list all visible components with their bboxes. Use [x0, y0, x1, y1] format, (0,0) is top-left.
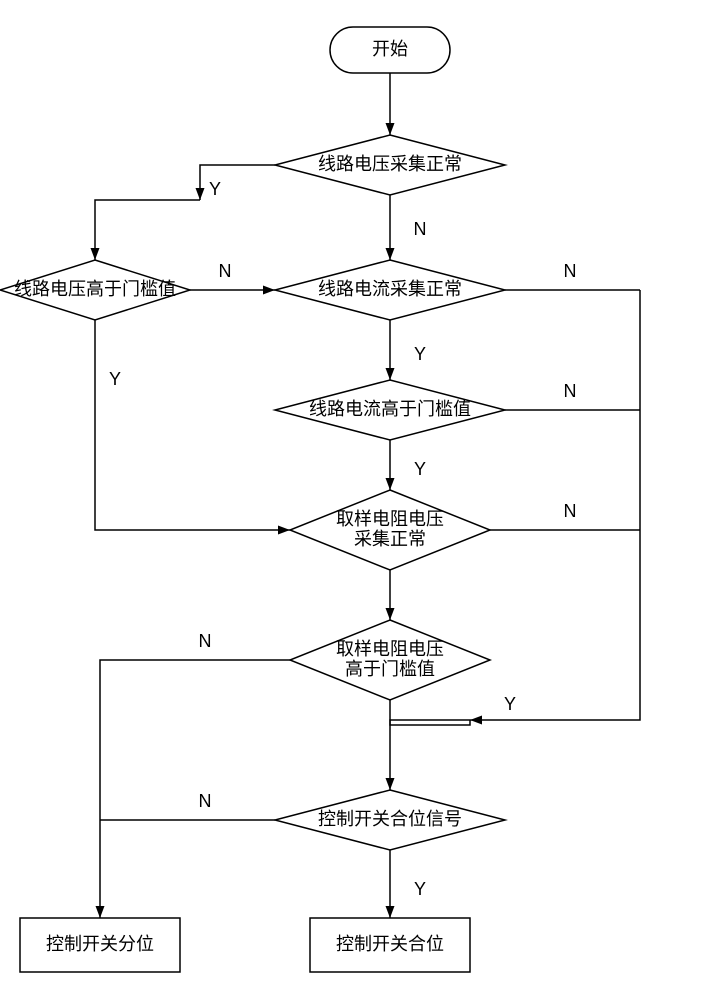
edge-label: Y — [209, 179, 221, 199]
node-label-d2: 线路电流采集正常 — [318, 279, 462, 299]
edge-label: N — [564, 501, 577, 521]
edge-label: Y — [414, 879, 426, 899]
node-label-d3: 线路电流高于门槛值 — [309, 399, 471, 419]
node-label-d6: 控制开关合位信号 — [318, 809, 462, 829]
node-label-d5: 高于门槛值 — [345, 659, 435, 679]
edge-label: Y — [414, 459, 426, 479]
edge — [100, 660, 290, 918]
edge-label: N — [564, 381, 577, 401]
edge-label: Y — [109, 369, 121, 389]
flowchart-canvas: N Y N Y Y N Y N N Y N Y N 开始线路电压采集正常线路电流采集正常 线路电压高于门槛值… — [0, 0, 706, 1000]
node-label-start: 开始 — [372, 39, 408, 59]
edge-label: N — [219, 261, 232, 281]
edge — [470, 290, 640, 720]
edge-label: Y — [414, 344, 426, 364]
node-label-d2a: 线路电压高于门槛值 — [14, 279, 176, 299]
edge-label: N — [414, 219, 427, 239]
edge-label: N — [199, 631, 212, 651]
node-label-d4: 取样电阻电压 — [336, 509, 444, 529]
edge — [95, 320, 290, 530]
edge-label: N — [199, 791, 212, 811]
node-label-open: 控制开关分位 — [46, 934, 154, 954]
edge — [390, 700, 470, 725]
edge — [95, 200, 200, 260]
node-label-d1: 线路电压采集正常 — [318, 154, 462, 174]
edge-label: Y — [504, 694, 516, 714]
edge — [390, 720, 470, 790]
node-label-close: 控制开关合位 — [336, 934, 444, 954]
node-label-d5: 取样电阻电压 — [336, 639, 444, 659]
edge-label: N — [564, 261, 577, 281]
node-label-d4: 采集正常 — [354, 529, 426, 549]
